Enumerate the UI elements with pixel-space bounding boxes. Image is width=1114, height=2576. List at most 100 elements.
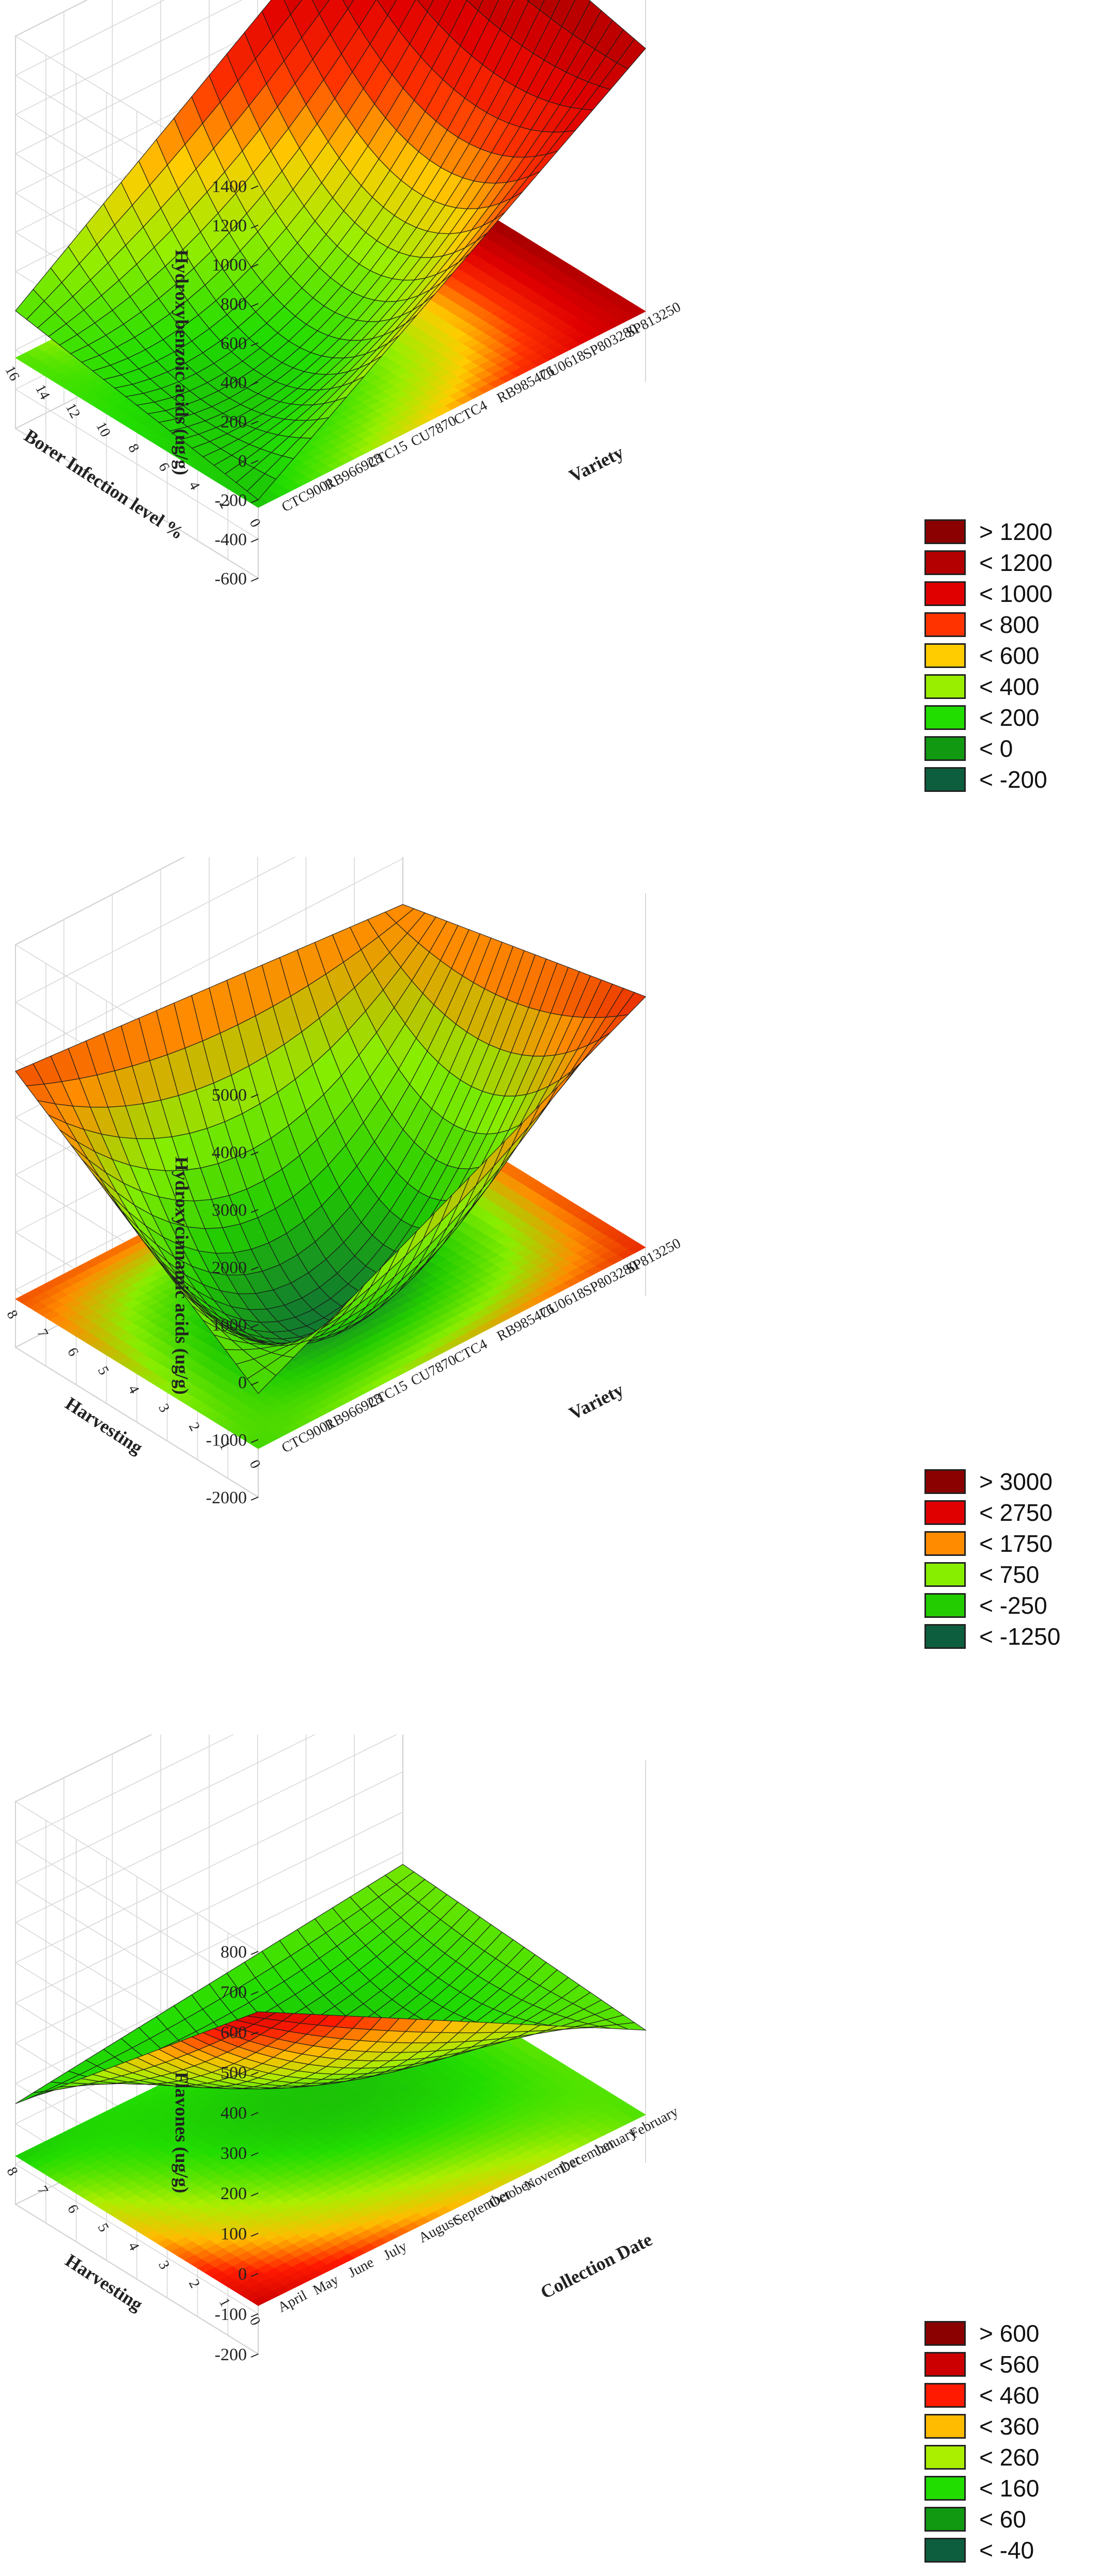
legend-item: < 800 xyxy=(924,609,1053,640)
z-tick-label: 0 xyxy=(238,2265,247,2284)
legend-label: < -200 xyxy=(979,766,1047,793)
z-tick-label: 700 xyxy=(221,1983,247,2002)
legend-label: < 1750 xyxy=(979,1530,1053,1557)
x-axis-title: Variety xyxy=(566,442,627,487)
legend-item: < 160 xyxy=(924,2473,1039,2504)
z-tick-label: -100 xyxy=(215,2305,247,2324)
legend-item: < -250 xyxy=(924,1590,1060,1621)
z-tick-label: 600 xyxy=(221,334,247,353)
legend-label: < 2750 xyxy=(979,1499,1053,1526)
legend-swatch xyxy=(924,581,966,606)
z-tick-label: -200 xyxy=(215,491,247,510)
legend-label: < 560 xyxy=(979,2351,1040,2378)
legend-swatch xyxy=(924,767,966,792)
legend-item: < -1250 xyxy=(924,1621,1060,1652)
z-tick-label: 500 xyxy=(221,2063,247,2082)
legend-swatch xyxy=(924,1531,966,1556)
legend-item: < -40 xyxy=(924,2535,1039,2566)
z-tick-label: 1200 xyxy=(212,216,247,235)
legend-item: < 1750 xyxy=(924,1528,1060,1559)
legend-label: < 60 xyxy=(979,2506,1026,2533)
legend-item: > 3000 xyxy=(924,1466,1060,1497)
surface-plot-hydroxycinnamic: -2000 -1000 0 1000 2000 3000 4000 5000 Hydroxyci… xyxy=(0,857,1114,1724)
z-axis-title: Hydroxycinnamic acids (ug/g) xyxy=(171,1156,192,1394)
legend-label: < 400 xyxy=(979,673,1040,700)
legend-label: > 600 xyxy=(979,2320,1040,2347)
z-tick-label: 2000 xyxy=(212,1258,247,1277)
legend-swatch xyxy=(924,2414,966,2439)
legend-item: < 600 xyxy=(924,640,1053,671)
legend-item: > 1200 xyxy=(924,516,1053,547)
z-tick-label: 800 xyxy=(221,295,247,314)
legend-label: < 800 xyxy=(979,611,1040,638)
legend-label: > 3000 xyxy=(979,1468,1053,1495)
legend-item: < 0 xyxy=(924,733,1053,764)
z-tick-label: 1000 xyxy=(212,256,247,275)
z-axis: -600 -400 -200 0 200 400 600 800 1000 1200 1400 Hyd… xyxy=(171,177,259,589)
z-tick-label: 200 xyxy=(221,412,247,432)
legend-swatch xyxy=(924,2507,966,2532)
legend-label: < 600 xyxy=(979,642,1040,669)
legend-swatch xyxy=(924,1593,966,1618)
legend-item: < 260 xyxy=(924,2442,1039,2473)
legend-item: < 560 xyxy=(924,2349,1039,2380)
z-tick-label: 400 xyxy=(221,373,247,392)
z-axis: -200 -100 0 100 200 300 400 500 600 700 800 Flavone… xyxy=(171,1943,259,2364)
legend-swatch xyxy=(924,1624,966,1649)
legend-item: < 1200 xyxy=(924,547,1053,578)
legend-item: < 750 xyxy=(924,1559,1060,1590)
legend-swatch xyxy=(924,612,966,637)
x-axis-title: Variety xyxy=(566,1379,627,1424)
z-tick-label: -1000 xyxy=(206,1431,247,1450)
z-tick-label: -200 xyxy=(215,2345,247,2364)
legend: > 1200 < 1200 < 1000 < 800 < 600 < 400 < 200 < … xyxy=(924,516,1053,795)
legend-swatch xyxy=(924,674,966,699)
legend-label: < 360 xyxy=(979,2413,1040,2440)
z-axis-title: Hydroxybenzoic acids (ug/g) xyxy=(171,249,192,475)
legend-label: < 1200 xyxy=(979,549,1053,576)
z-tick-label: 3000 xyxy=(212,1201,247,1220)
legend-item: < 360 xyxy=(924,2411,1039,2442)
legend-item: < 400 xyxy=(924,671,1053,702)
z-tick-label: 800 xyxy=(221,1943,247,1962)
legend-label: < -1250 xyxy=(979,1623,1061,1650)
z-tick-label: 300 xyxy=(221,2144,247,2163)
z-tick-label: 4000 xyxy=(212,1143,247,1162)
z-tick-label: -2000 xyxy=(206,1488,247,1507)
z-tick-label: 400 xyxy=(221,2104,247,2123)
legend-swatch xyxy=(924,2321,966,2346)
legend-swatch xyxy=(924,2352,966,2377)
legend-item: > 600 xyxy=(924,2318,1039,2349)
z-axis-title: Flavones (ug/g) xyxy=(171,2072,192,2193)
z-tick-label: 0 xyxy=(238,452,247,471)
z-tick-label: -600 xyxy=(215,569,247,589)
legend-label: < 750 xyxy=(979,1561,1040,1588)
legend-label: < 1000 xyxy=(979,580,1053,607)
plot-area: -600 -400 -200 0 200 400 600 800 1000 1200 1400 Hyd… xyxy=(2,0,683,589)
plot-area: -2000 -1000 0 1000 2000 3000 4000 5000 Hydroxyci… xyxy=(4,857,683,1507)
z-axis: -2000 -1000 0 1000 2000 3000 4000 5000 Hydroxyci… xyxy=(171,1086,259,1507)
legend-label: < 0 xyxy=(979,735,1013,762)
z-tick-label: 0 xyxy=(238,1373,247,1392)
legend-swatch xyxy=(924,550,966,575)
legend-label: < -40 xyxy=(979,2537,1034,2564)
z-tick-label: 100 xyxy=(221,2224,247,2244)
surface-plot-hydroxybenzoic: -600 -400 -200 0 200 400 600 800 1000 1200 1400 Hyd… xyxy=(0,0,1114,847)
x-axis-title: Collection Date xyxy=(537,2229,655,2303)
legend-label: < 160 xyxy=(979,2475,1040,2502)
z-tick-label: 1000 xyxy=(212,1316,247,1335)
legend-swatch xyxy=(924,705,966,730)
legend-swatch xyxy=(924,1469,966,1494)
surface-plot-flavones: -200 -100 0 100 200 300 400 500 600 700 800 Flavone… xyxy=(0,1735,1114,2576)
legend-item: < 200 xyxy=(924,702,1053,733)
legend-swatch xyxy=(924,2383,966,2408)
z-tick-label: 200 xyxy=(221,2184,247,2203)
legend-label: > 1200 xyxy=(979,518,1053,545)
z-tick-label: -400 xyxy=(215,530,247,549)
legend-label: < -250 xyxy=(979,1592,1047,1619)
surface-mesh xyxy=(15,1864,647,2104)
legend-swatch xyxy=(924,2476,966,2501)
legend-item: < 60 xyxy=(924,2504,1039,2535)
legend-label: < 200 xyxy=(979,704,1040,731)
legend-item: < 2750 xyxy=(924,1497,1060,1528)
